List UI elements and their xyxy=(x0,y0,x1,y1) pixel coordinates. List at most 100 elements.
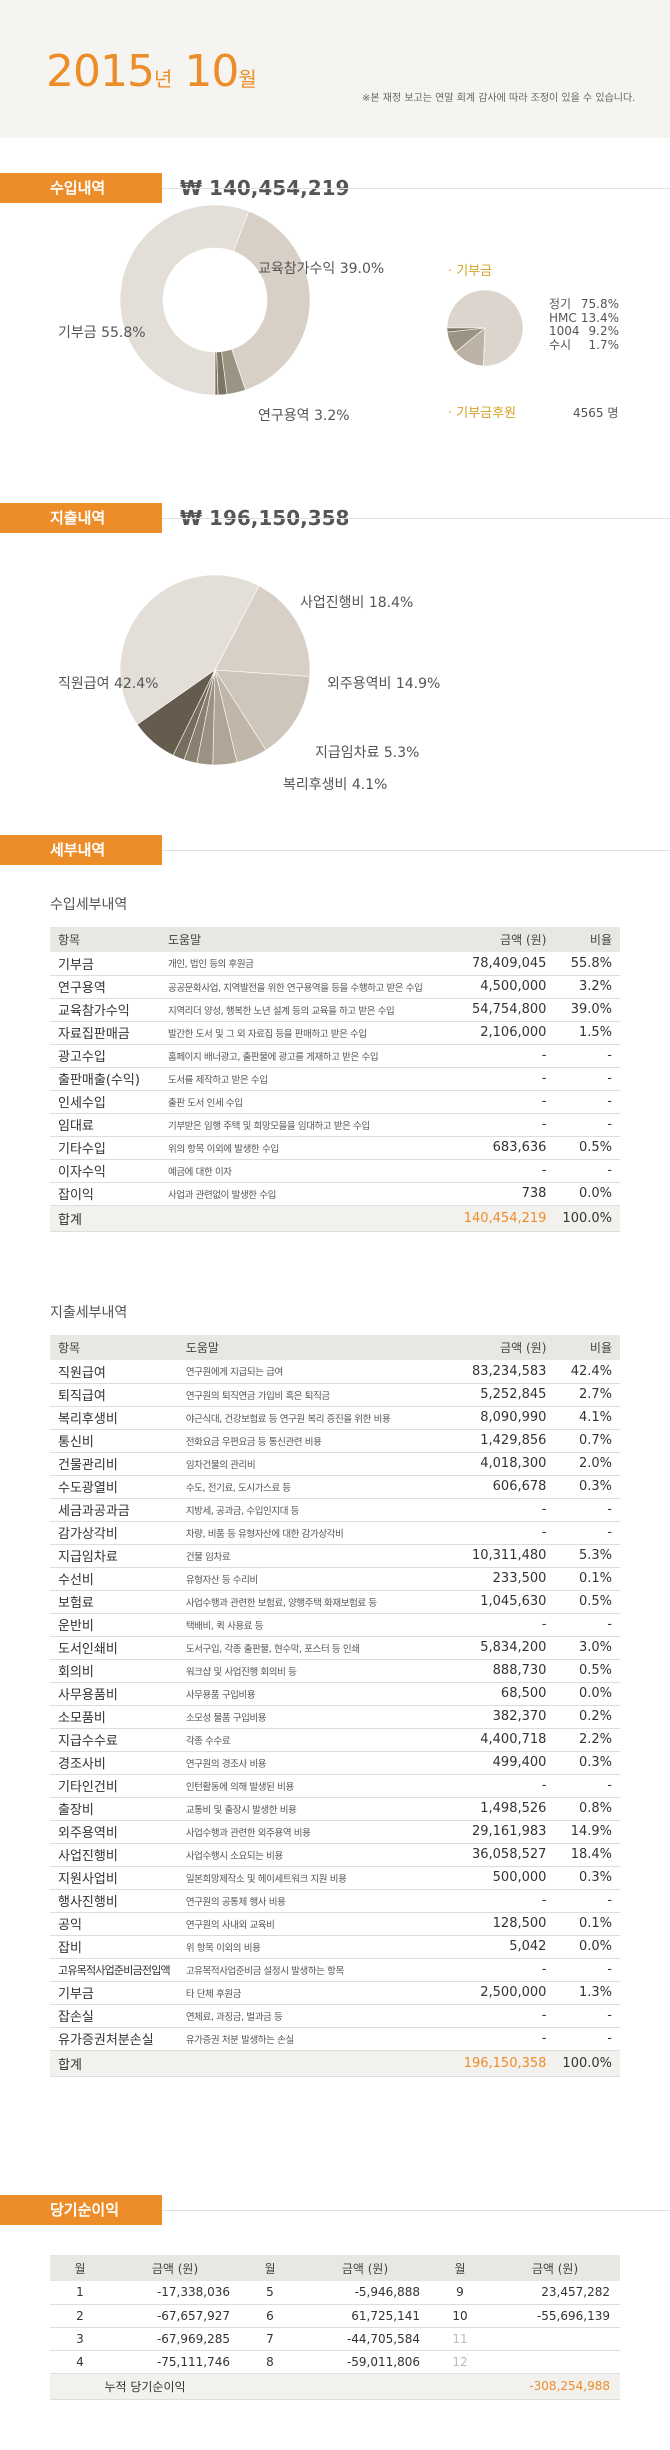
pie-slice-교육참가수익 xyxy=(231,210,311,391)
cell-desc: 도서구입, 각종 출판물, 현수막, 포스터 등 인쇄 xyxy=(177,1636,455,1660)
donation-title: · 기부금 xyxy=(448,264,493,279)
cell-ratio: - xyxy=(554,1113,620,1137)
cell-amount: - xyxy=(454,1090,555,1114)
cell-ratio: 0.5% xyxy=(554,1590,620,1614)
cell-desc: 사무용품 구입비용 xyxy=(177,1682,455,1706)
sum-desc xyxy=(160,1205,455,1232)
cell-item: 출장비 xyxy=(50,1797,178,1821)
cell-item: 세금과공과금 xyxy=(50,1498,178,1522)
cell-item: 지급임차료 xyxy=(50,1544,178,1568)
cell-ratio: 0.0% xyxy=(554,1935,620,1959)
cell-ratio: 3.2% xyxy=(554,975,620,999)
donation-legend-item: 정기 75.8% xyxy=(549,297,619,312)
cell-month: 2 xyxy=(50,2304,110,2328)
cell-amount: 382,370 xyxy=(454,1705,555,1729)
cell-amount: 2,500,000 xyxy=(454,1981,555,2005)
sum-amount: 196,150,358 xyxy=(454,2050,555,2077)
table-row: 복리후생비 야근식대, 건강보험료 등 연구원 복리 증진을 위한 비용 8,090… xyxy=(50,1406,620,1430)
report-period: 2015년 10월 xyxy=(46,50,257,101)
cell-ratio: 1.5% xyxy=(554,1021,620,1045)
table-row: 기부금 타 단체 후원금 2,500,000 1.3% xyxy=(50,1981,620,2005)
cell-amount: -75,111,746 xyxy=(110,2350,240,2374)
table-row: 사업진행비 사업수행시 소요되는 비용 36,058,527 18.4% xyxy=(50,1843,620,1867)
col-amount: 금액 (원) xyxy=(454,1335,555,1360)
cell-item: 수도광열비 xyxy=(50,1475,178,1499)
cell-desc: 위 항목 이외의 비용 xyxy=(177,1935,455,1959)
expense-label-payment: 지급임차료 5.3% xyxy=(315,745,420,761)
year-suffix: 년 xyxy=(153,67,172,91)
expense-label-welfare: 복리후생비 4.1% xyxy=(283,777,388,793)
cell-desc: 홈페이지 배너광고, 출판물에 광고를 게재하고 받은 수입 xyxy=(160,1044,455,1068)
cell-desc: 일본희망제작소 및 헤이세트워크 지원 비용 xyxy=(177,1866,455,1890)
cell-amount: - xyxy=(454,1498,555,1522)
cell-ratio: - xyxy=(554,1067,620,1091)
cell-item: 인세수입 xyxy=(50,1090,160,1114)
col-amount: 금액 (원) xyxy=(490,2255,620,2281)
cell-item: 잡비 xyxy=(50,1935,178,1959)
cell-month: 5 xyxy=(240,2281,300,2305)
cell-desc: 각종 수수료 xyxy=(177,1728,455,1752)
col-amount: 금액 (원) xyxy=(300,2255,430,2281)
table-row: 퇴직급여 연구원의 퇴직연금 가입비 혹은 퇴직금 5,252,845 2.7% xyxy=(50,1383,620,1407)
cell-ratio: - xyxy=(554,1774,620,1798)
table-row: 임대료 기부받은 임행 주택 및 희망모을을 임대하고 받은 수입 - - xyxy=(50,1113,620,1137)
col-ratio: 비율 xyxy=(554,927,620,952)
month-suffix: 월 xyxy=(238,67,256,91)
cell-amount xyxy=(490,2350,620,2374)
cell-amount: - xyxy=(454,1044,555,1068)
table-row: 지급임차료 건물 임차료 10,311,480 5.3% xyxy=(50,1544,620,1568)
cell-item: 직원급여 xyxy=(50,1360,178,1384)
cell-ratio: - xyxy=(554,1044,620,1068)
col-help: 도움말 xyxy=(160,927,455,952)
cell-item: 기부금 xyxy=(50,1981,178,2005)
expense-label-salary: 직원급여 42.4% xyxy=(58,676,159,692)
cell-ratio: - xyxy=(554,1498,620,1522)
pie-slice-기부금 xyxy=(119,204,250,396)
sum-item: 합계 xyxy=(50,1205,160,1232)
cell-desc: 지역리더 양성, 행복한 노년 설계 등의 교육을 하고 받은 수입 xyxy=(160,998,455,1022)
sum-ratio: 100.0% xyxy=(554,2050,620,2077)
cell-item: 공익 xyxy=(50,1912,178,1936)
cell-item: 외주용역비 xyxy=(50,1820,178,1844)
cell-ratio: 0.5% xyxy=(554,1659,620,1683)
table-row: 경조사비 연구원의 경조사 비용 499,400 0.3% xyxy=(50,1751,620,1775)
table-row: 보험료 사업수행과 관련한 보험료, 양행주택 화재보험료 등 1,045,630 0… xyxy=(50,1590,620,1614)
table-row: 행사진행비 연구원의 공통체 행사 비용 - - xyxy=(50,1889,620,1913)
table-row: 출장비 교통비 및 출장시 발생한 비용 1,498,526 0.8% xyxy=(50,1797,620,1821)
cell-month: 11 xyxy=(430,2327,490,2351)
cell-desc: 임차건물의 관리비 xyxy=(177,1452,455,1476)
cell-desc: 연구원의 사내외 교육비 xyxy=(177,1912,455,1936)
table-row: 인세수입 출판 도서 인세 수입 - - xyxy=(50,1090,620,1114)
legend-pct: 1.7% xyxy=(588,337,620,352)
cell-ratio: - xyxy=(554,1159,620,1183)
cell-item: 기부금 xyxy=(50,952,160,976)
cell-amount: 683,636 xyxy=(454,1136,555,1160)
cell-month: 12 xyxy=(430,2350,490,2374)
cell-ratio: 1.3% xyxy=(554,1981,620,2005)
cell-amount: - xyxy=(454,1113,555,1137)
expense-detail-table: 항목 도움말 금액 (원) 비율 직원급여 연구원에게 지급되는 급여 83,234… xyxy=(50,1335,620,2077)
income-pie-chart xyxy=(119,204,311,396)
col-item: 항목 xyxy=(50,1335,178,1360)
table-row: 고유목적사업준비금전입액 고유목적사업준비금 설정시 발생하는 항목 - - xyxy=(50,1958,620,1982)
cell-amount: 36,058,527 xyxy=(454,1843,555,1867)
cell-item: 수선비 xyxy=(50,1567,178,1591)
cell-desc: 연구원의 퇴직연금 가입비 혹은 퇴직금 xyxy=(177,1383,455,1407)
cell-item: 건물관리비 xyxy=(50,1452,178,1476)
pie-slice-수시 xyxy=(446,327,486,333)
pie-slice-기타수입 xyxy=(214,351,219,396)
divider xyxy=(162,188,670,189)
cell-amount: -17,338,036 xyxy=(110,2281,240,2305)
table-row: 출판매출(수익) 도서를 제작하고 받은 수입 - - xyxy=(50,1067,620,1091)
sum-label: 누적 당기순이익 xyxy=(50,2373,240,2400)
cell-ratio: 2.2% xyxy=(554,1728,620,1752)
cell-amount: - xyxy=(454,1613,555,1637)
pie-slice-기타 xyxy=(136,669,216,756)
table-row: 외주용역비 사업수행과 관련한 외주용역 비용 29,161,983 14.9% xyxy=(50,1820,620,1844)
cell-amount: 29,161,983 xyxy=(454,1820,555,1844)
cell-item: 광고수입 xyxy=(50,1044,160,1068)
cell-desc: 위의 항목 이외에 발생한 수입 xyxy=(160,1136,455,1160)
cell-desc: 교통비 및 출장시 발생한 비용 xyxy=(177,1797,455,1821)
cell-amount: 5,252,845 xyxy=(454,1383,555,1407)
cell-ratio: 0.1% xyxy=(554,1567,620,1591)
